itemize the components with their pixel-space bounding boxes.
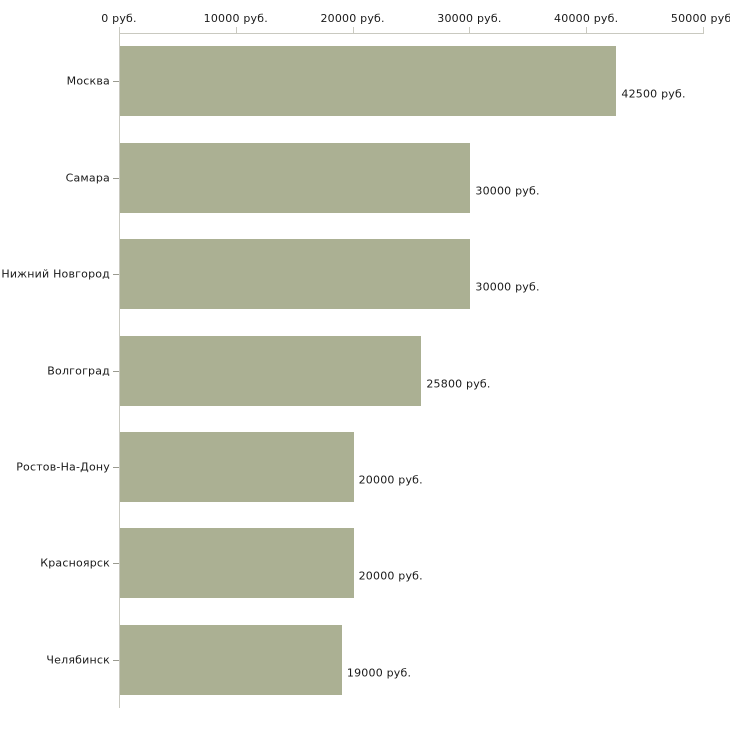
y-axis-category-label: Нижний Новгород	[1, 267, 110, 281]
y-axis-tick	[113, 81, 119, 82]
bar[interactable]	[120, 335, 422, 406]
bar[interactable]	[120, 46, 617, 117]
bar-value-label: 30000 руб.	[475, 280, 540, 294]
y-axis-tick	[113, 563, 119, 564]
x-axis-tick-label: 20000 руб.	[320, 12, 385, 25]
x-axis-tick	[119, 27, 120, 34]
bar[interactable]	[120, 431, 354, 502]
y-axis-line	[119, 33, 120, 708]
bar[interactable]	[120, 624, 342, 695]
y-axis-category-label: Волгоград	[47, 364, 110, 377]
x-axis-tick-label: 50000 руб.	[670, 12, 730, 25]
y-axis-tick	[113, 274, 119, 275]
y-axis-category-label: Самара	[65, 171, 110, 185]
y-axis-category-label: Челябинск	[46, 653, 110, 667]
x-axis-tick-label: 40000 руб.	[554, 12, 619, 25]
x-axis-tick	[235, 27, 237, 34]
x-axis-tick	[703, 27, 704, 34]
bar[interactable]	[120, 239, 471, 310]
x-axis-tick	[469, 27, 471, 34]
x-axis-line	[119, 33, 703, 34]
y-axis-category-label: Ростов-На-Дону	[16, 460, 110, 474]
x-axis-tick-label: 10000 руб.	[203, 12, 268, 25]
bar-value-label: 42500 руб.	[621, 87, 686, 101]
bar-value-label: 19000 руб.	[346, 666, 412, 680]
x-axis-tick-label: 0 руб.	[101, 12, 137, 25]
bar[interactable]	[120, 142, 471, 213]
bar-value-label: 25800 руб.	[426, 377, 491, 390]
bar-value-label: 30000 руб.	[475, 184, 540, 198]
y-axis-category-label: Москва	[66, 74, 110, 88]
y-axis-tick	[113, 371, 119, 372]
bar[interactable]	[120, 528, 354, 599]
y-axis-tick	[113, 178, 119, 179]
x-axis-tick	[586, 27, 588, 34]
bar-value-label: 20000 руб.	[358, 569, 423, 583]
x-axis-tick	[352, 27, 354, 34]
y-axis-tick	[113, 660, 119, 661]
x-axis-tick-label: 30000 руб.	[437, 12, 502, 25]
y-axis-category-label: Красноярск	[40, 556, 110, 570]
bar-value-label: 20000 руб.	[358, 473, 423, 487]
y-axis-tick	[113, 467, 119, 468]
